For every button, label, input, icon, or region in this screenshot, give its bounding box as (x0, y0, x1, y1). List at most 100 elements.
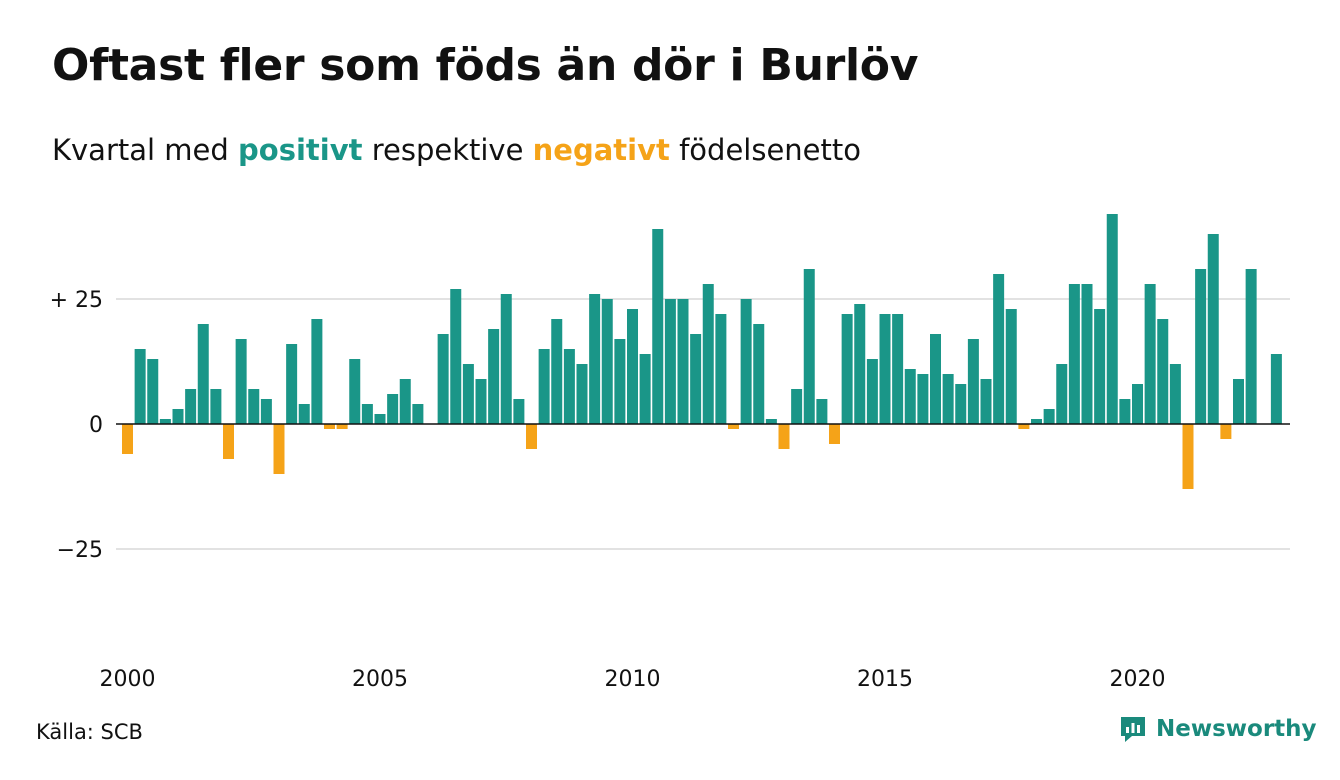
bar (854, 304, 866, 424)
bar (172, 409, 184, 424)
bar (159, 419, 171, 424)
bar (942, 374, 954, 424)
bar (1157, 319, 1169, 424)
bar (967, 339, 979, 424)
bar (298, 404, 310, 424)
bar (399, 379, 411, 424)
bar (1005, 309, 1017, 424)
bar (1031, 419, 1042, 424)
source-note: Källa: SCB (36, 720, 143, 744)
bar (324, 424, 335, 429)
bar (361, 404, 373, 424)
x-tick-label: 2000 (100, 667, 156, 692)
bar (652, 229, 664, 424)
bar (955, 384, 967, 424)
subtitle-negative-word: negativt (532, 133, 670, 167)
bar (210, 389, 222, 424)
bar (260, 399, 272, 424)
bar (917, 374, 929, 424)
bar (1245, 269, 1257, 424)
bar (336, 424, 348, 429)
brand-name: Newsworthy (1156, 716, 1317, 742)
bar (664, 299, 676, 424)
bar (1106, 214, 1118, 424)
bar (993, 274, 1005, 424)
bar (702, 284, 714, 424)
bar (134, 349, 146, 424)
bar (235, 339, 247, 424)
brand-logo: Newsworthy (1118, 714, 1317, 744)
bar (892, 314, 904, 424)
bar (1207, 234, 1219, 424)
bar (147, 359, 159, 424)
bar (563, 349, 575, 424)
bar (866, 359, 878, 424)
bars (122, 214, 1282, 489)
bar (1119, 399, 1131, 424)
bar (513, 399, 525, 424)
bar (1094, 309, 1106, 424)
y-axis-ticks: + 25 0 −25 (50, 288, 103, 563)
bar (387, 394, 399, 424)
bar (1270, 354, 1282, 424)
y-tick-label: 0 (89, 413, 103, 438)
bar (639, 354, 651, 424)
bar (589, 294, 601, 424)
bar (185, 389, 197, 424)
bar (1132, 384, 1143, 424)
bar (930, 334, 941, 424)
subtitle-text-middle: respektive (371, 133, 524, 167)
subtitle-text-before: Kvartal med (52, 133, 229, 167)
bar (803, 269, 815, 424)
bar (715, 314, 727, 424)
bar (765, 419, 777, 424)
bar-chart-speech-bubble-icon (1121, 717, 1145, 742)
bar (526, 424, 537, 449)
bar (791, 389, 803, 424)
bar (311, 319, 323, 424)
bar (122, 424, 133, 454)
bar (1182, 424, 1194, 489)
bar (1233, 379, 1244, 424)
bar (1056, 364, 1068, 424)
bar (829, 424, 840, 444)
bar (601, 299, 613, 424)
bar (500, 294, 512, 424)
bar (740, 299, 752, 424)
bar (980, 379, 992, 424)
bar (1068, 284, 1080, 424)
bar (551, 319, 563, 424)
bar (1220, 424, 1232, 439)
bar (778, 424, 790, 449)
bar (1043, 409, 1055, 424)
x-axis-ticks: 2000 2005 2010 2015 2020 (100, 667, 1166, 692)
x-tick-label: 2010 (605, 667, 661, 692)
bar (1018, 424, 1030, 429)
bar (879, 314, 891, 424)
bar (248, 389, 260, 424)
bar (816, 399, 828, 424)
bar (273, 424, 285, 474)
bar (1169, 364, 1181, 424)
bar (627, 309, 638, 424)
bar (728, 424, 739, 429)
subtitle-positive-word: positivt (238, 133, 363, 167)
y-tick-label: −25 (57, 538, 103, 563)
chart-subtitle: Kvartal med positivt respektive negativt… (52, 133, 861, 167)
bar (450, 289, 462, 424)
bar (1144, 284, 1156, 424)
bar (488, 329, 500, 424)
bar (286, 344, 298, 424)
bar (753, 324, 765, 424)
bar (374, 414, 386, 424)
bar (576, 364, 588, 424)
bar (614, 339, 626, 424)
bar (1195, 269, 1207, 424)
x-tick-label: 2020 (1110, 667, 1166, 692)
bar (349, 359, 361, 424)
page-title: Oftast fler som föds än dör i Burlöv (52, 40, 919, 91)
bar (437, 334, 449, 424)
bar (197, 324, 209, 424)
bar (223, 424, 234, 459)
